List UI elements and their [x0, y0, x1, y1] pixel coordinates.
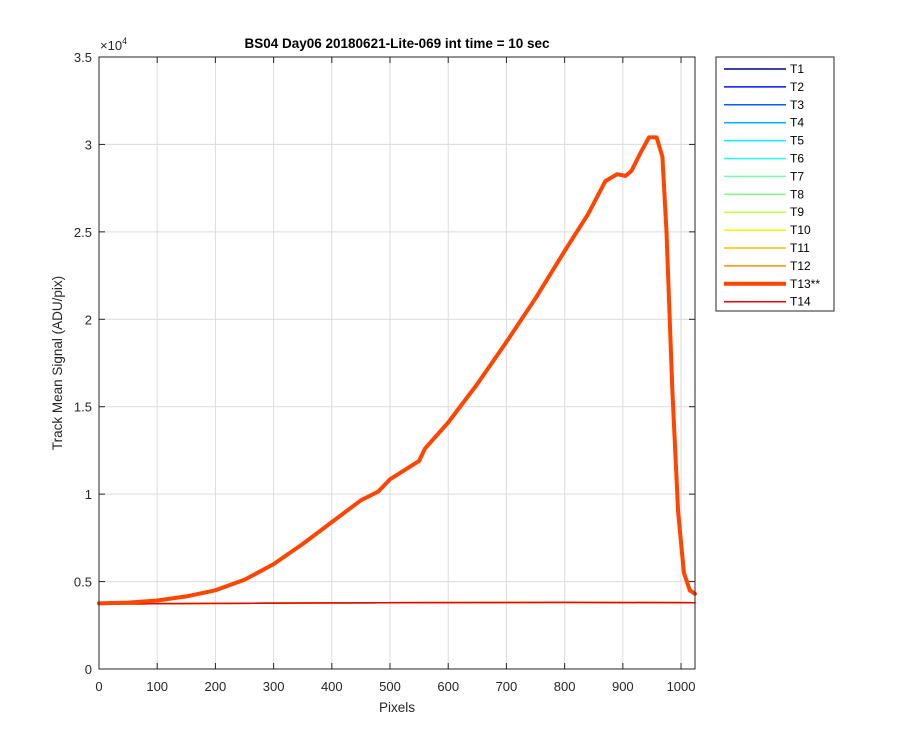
- data-series: [97, 135, 697, 606]
- x-tick-label: 400: [321, 679, 343, 694]
- legend-label-t1: T1: [790, 62, 804, 76]
- axis-ticks: 0 100 200 300 400 500 600 700 800 900 1000 0 0.5 1 1.5…: [74, 50, 696, 694]
- y-tick-label: 1: [85, 487, 92, 502]
- y-tick-label: 3.5: [74, 50, 92, 65]
- legend-label-t10: T10: [790, 223, 811, 237]
- x-tick-label: 800: [554, 679, 576, 694]
- legend: T1 T2 T3 T4 T5 T6 T7 T8 T9 T10 T11 T12 T13** T14: [715, 56, 835, 312]
- x-tick-label: 0: [95, 679, 102, 694]
- legend-label-t6: T6: [790, 152, 804, 166]
- legend-label-t4: T4: [790, 116, 804, 130]
- legend-label-t8: T8: [790, 187, 804, 201]
- legend-label-t11: T11: [790, 241, 810, 255]
- x-tick-label: 200: [205, 679, 227, 694]
- grid-lines: [99, 57, 695, 669]
- axes-box: [98, 56, 696, 670]
- x-tick-label: 700: [496, 679, 518, 694]
- y-exponent-power: 4: [122, 36, 127, 46]
- y-tick-label: 1.5: [74, 400, 92, 415]
- legend-label-t2: T2: [790, 80, 804, 94]
- legend-label-t7: T7: [790, 169, 804, 183]
- legend-label-t9: T9: [790, 205, 804, 219]
- x-tick-label: 500: [379, 679, 401, 694]
- legend-label-t3: T3: [790, 98, 804, 112]
- series-line-t14: [98, 601, 696, 605]
- y-axis-exponent: ×104: [100, 36, 127, 53]
- legend-label-t13: T13**: [790, 277, 820, 291]
- series-line-t13: [97, 135, 697, 606]
- legend-label-t5: T5: [790, 134, 804, 148]
- x-tick-label: 1000: [667, 679, 696, 694]
- y-axis-label: Track Mean Signal (ADU/pix): [50, 276, 65, 450]
- y-tick-label: 0: [85, 662, 92, 677]
- y-tick-label: 3: [85, 137, 92, 152]
- x-axis-label: Pixels: [379, 700, 415, 715]
- x-tick-label: 600: [437, 679, 459, 694]
- y-tick-label: 0.5: [74, 575, 92, 590]
- y-tick-label: 2: [85, 312, 92, 327]
- y-exponent-base: ×10: [100, 38, 122, 53]
- x-tick-label: 100: [146, 679, 168, 694]
- plot-area: [99, 57, 695, 669]
- y-tick-label: 2.5: [74, 225, 92, 240]
- x-tick-label: 300: [263, 679, 285, 694]
- legend-label-t14: T14: [790, 295, 811, 309]
- chart-title: BS04 Day06 20180621-Lite-069 int time = …: [244, 36, 550, 51]
- legend-label-t12: T12: [790, 259, 811, 273]
- legend-box: [715, 56, 835, 312]
- x-tick-label: 900: [612, 679, 634, 694]
